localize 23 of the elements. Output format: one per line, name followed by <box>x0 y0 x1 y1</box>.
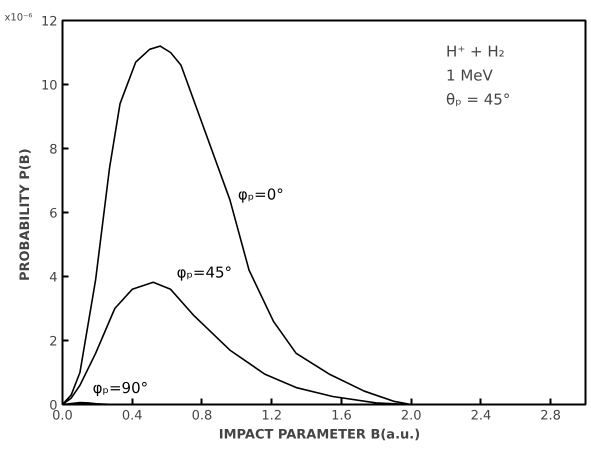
x-tick-label: 2.4 <box>470 408 492 424</box>
series-label: φₚ=90° <box>92 378 148 397</box>
y-tick-label: 12 <box>40 14 58 30</box>
y-tick-label: 6 <box>49 206 58 222</box>
y-axis-title: PROBABILITY P(B) <box>18 148 33 282</box>
text: x10⁻⁶ <box>4 12 32 24</box>
y-tick-label: 10 <box>40 78 58 94</box>
x-tick-label: 1.6 <box>331 408 352 424</box>
x-tick-label: 2.0 <box>400 408 422 424</box>
x-tick-label: 2.8 <box>540 408 561 424</box>
y-tick-label: 4 <box>49 270 58 286</box>
x-axis-title: IMPACT PARAMETER B(a.u.) <box>218 428 420 442</box>
x-tick-label: 1.2 <box>261 408 282 424</box>
y-tick-label: 8 <box>49 142 58 158</box>
annotation: θₚ = 45° <box>446 90 510 108</box>
series-label: φₚ=45° <box>176 263 232 282</box>
series-label: φₚ=0° <box>238 186 284 204</box>
x-tick-label: 0.0 <box>52 408 73 424</box>
x-tick-label: 0.8 <box>192 408 212 424</box>
y-tick-label: 2 <box>49 334 58 350</box>
annotation: 1 MeV <box>446 66 494 84</box>
x-tick-label: 0.4 <box>122 408 143 424</box>
annotation: H⁺ + H₂ <box>446 42 505 60</box>
